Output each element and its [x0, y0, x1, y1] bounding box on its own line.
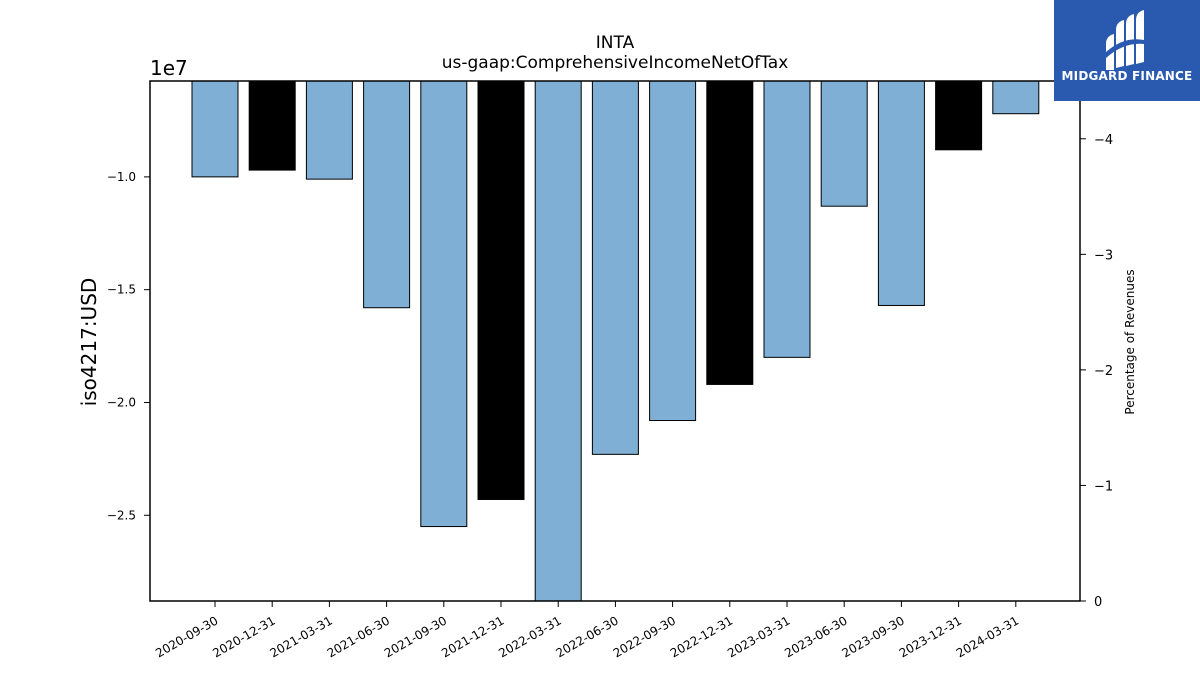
y-axis-label: iso4217:USD — [77, 278, 101, 407]
x-tick-label: 2022-03-31 — [496, 613, 563, 660]
y2-tick-label: −3 — [1094, 248, 1113, 263]
bars-group — [191, 80, 1040, 602]
y-tick-label: −2.0 — [107, 395, 136, 409]
chart-title: INTA — [596, 33, 635, 53]
chart-subtitle: us-gaap:ComprehensiveIncomeNetOfTax — [442, 53, 789, 73]
y-tick-label: −2.5 — [107, 508, 136, 522]
x-tick-label: 2022-06-30 — [553, 613, 620, 660]
x-tick-label: 2023-03-31 — [725, 613, 792, 660]
bar — [763, 80, 811, 358]
y-tick-label: −1.5 — [107, 283, 136, 297]
x-tick-label: 2023-06-30 — [782, 613, 849, 660]
bar — [649, 80, 697, 422]
bar — [820, 80, 868, 207]
bar — [992, 80, 1040, 115]
x-tick-label: 2020-12-31 — [210, 613, 277, 660]
stylized-m-logo-icon — [1106, 10, 1144, 70]
x-tick-label: 2021-12-31 — [439, 613, 506, 660]
x-tick-label: 2022-12-31 — [668, 613, 735, 660]
bar — [420, 80, 468, 528]
bar — [877, 80, 925, 306]
x-tick-label: 2023-12-31 — [897, 613, 964, 660]
bar — [706, 80, 754, 385]
x-tick-label: 2021-03-31 — [267, 613, 334, 660]
x-tick-label: 2021-06-30 — [325, 613, 392, 660]
y2-axis-label: Percentage of Revenues — [1123, 269, 1137, 414]
y2-tick-label: −2 — [1094, 364, 1113, 379]
x-tick-label: 2023-09-30 — [839, 613, 906, 660]
y2-tick-label: 0 — [1094, 595, 1102, 610]
bar — [363, 80, 411, 309]
x-tick-label: 2022-09-30 — [611, 613, 678, 660]
x-tick-label: 2021-09-30 — [382, 613, 449, 660]
bar — [248, 80, 296, 171]
bar — [591, 80, 639, 455]
y2-tick-label: −1 — [1094, 479, 1113, 494]
bar — [477, 80, 525, 500]
brand-name: MIDGARD FINANCE — [1061, 69, 1193, 83]
bar — [935, 80, 983, 151]
y2-tick-label: −4 — [1094, 133, 1113, 148]
x-tick-label: 2020-09-30 — [153, 613, 220, 660]
y-tick-label: −1.0 — [107, 170, 136, 184]
bar — [191, 80, 239, 178]
bar — [305, 80, 353, 180]
x-tick-label: 2024-03-31 — [954, 613, 1021, 660]
brand-logo: MIDGARD FINANCE — [1054, 0, 1200, 101]
y-axis-offset-label: 1e7 — [150, 56, 188, 80]
bar — [534, 80, 582, 602]
